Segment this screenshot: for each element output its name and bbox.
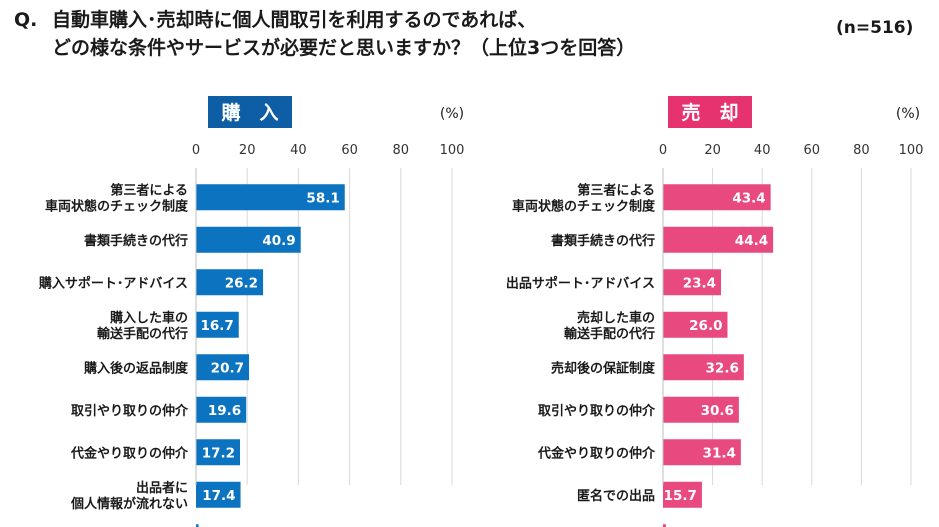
buy-bar — [196, 396, 247, 423]
sell-value-label: 32.6 — [706, 360, 739, 376]
buy-category-label: 書類手続きの代行 — [84, 233, 188, 249]
sell-value-label: 31.4 — [703, 445, 736, 461]
sell-tick-label: 60 — [804, 143, 821, 158]
sell-category-label: 車両状態のチェック制度 — [512, 198, 656, 214]
buy-value-label: 58.1 — [306, 190, 339, 206]
buy-tick-label: 80 — [393, 143, 410, 158]
buy-bar — [196, 269, 264, 296]
sell-tick-label: 40 — [754, 143, 771, 158]
buy-category-label: 購入サポート･アドバイス — [38, 275, 188, 291]
buy-bar — [196, 354, 249, 381]
sell-category-label: 輸送手配の代行 — [564, 326, 655, 342]
sell-bar — [663, 396, 739, 423]
buy-value-label: 26.2 — [225, 275, 258, 291]
buy-bar — [196, 226, 301, 253]
sell-value-label: 44.4 — [735, 233, 768, 249]
question-line-2: どの様な条件やサービスが必要だと思いますか？（上位3つを回答） — [52, 37, 636, 59]
buy-category-label: 出品者に — [136, 480, 188, 496]
sell-value-label: 23.4 — [683, 275, 716, 291]
buy-value-label: 17.4 — [202, 488, 235, 504]
buy-category-label: 購入後の返品制度 — [83, 360, 189, 376]
buy-bar — [196, 439, 241, 466]
buy-category-label: 個人情報が流れない — [70, 496, 188, 512]
sell-category-label: 売却した車の — [577, 310, 655, 326]
sell-bar — [663, 184, 771, 211]
buy-value-label: 16.7 — [200, 318, 233, 334]
sell-tick-label: 0 — [659, 143, 667, 158]
sell-tick-label: 80 — [853, 143, 870, 158]
buy-title-tag-bg — [208, 96, 292, 128]
sell-category-label: 出品サポート･アドバイス — [506, 275, 655, 291]
buy-value-label: 19.6 — [208, 403, 241, 419]
sell-bar — [663, 524, 666, 527]
sell-bar — [663, 481, 702, 508]
buy-tick-label: 0 — [192, 143, 200, 158]
sell-chart-title: 売 却 — [681, 101, 738, 124]
buy-bar — [196, 184, 345, 211]
sell-bar — [663, 311, 728, 338]
question-prefix: Q. — [14, 9, 38, 31]
buy-category-label: 車両状態のチェック制度 — [45, 198, 189, 214]
buy-category-label: 輸送手配の代行 — [97, 326, 188, 342]
buy-category-label: 購入した車の — [109, 310, 188, 326]
buy-category-label: 代金やり取りの仲介 — [70, 445, 189, 461]
question-line-1: 自動車購入･売却時に個人間取引を利用するのであれば、 — [52, 9, 537, 31]
buy-bar — [196, 524, 199, 527]
buy-category-label: 第三者による — [110, 182, 188, 198]
sell-value-label: 30.6 — [701, 403, 734, 419]
sell-tick-label: 100 — [899, 143, 924, 158]
sell-bar — [663, 269, 722, 296]
sell-category-label: 書類手続きの代行 — [551, 233, 655, 249]
sell-bar — [663, 439, 741, 466]
sell-category-label: 売却後の保証制度 — [551, 360, 656, 376]
sell-value-label: 15.7 — [664, 488, 697, 504]
sell-bar — [663, 354, 744, 381]
sell-category-label: 匿名での出品 — [577, 488, 655, 504]
buy-chart-title: 購 入 — [221, 101, 278, 124]
buy-bar — [196, 311, 239, 338]
buy-tick-label: 100 — [440, 143, 465, 158]
sample-size: (n=516) — [836, 18, 914, 38]
buy-tick-label: 20 — [239, 143, 256, 158]
sell-unit-label: (%) — [896, 106, 920, 122]
buy-unit-label: (%) — [440, 106, 464, 122]
buy-tick-label: 60 — [341, 143, 358, 158]
buy-category-label: 取引やり取りの仲介 — [71, 403, 189, 419]
sell-bar — [663, 226, 774, 253]
buy-value-label: 17.2 — [202, 445, 235, 461]
buy-value-label: 40.9 — [262, 233, 295, 249]
sell-category-label: 代金やり取りの仲介 — [537, 445, 656, 461]
sell-tick-label: 20 — [704, 143, 721, 158]
buy-tick-label: 40 — [290, 143, 307, 158]
sell-title-tag-bg — [668, 96, 752, 128]
sell-value-label: 26.0 — [689, 318, 722, 334]
sell-value-label: 43.4 — [732, 190, 765, 206]
sell-category-label: 取引やり取りの仲介 — [538, 403, 656, 419]
buy-bar — [196, 481, 241, 508]
sell-category-label: 第三者による — [577, 182, 655, 198]
buy-value-label: 20.7 — [211, 360, 244, 376]
